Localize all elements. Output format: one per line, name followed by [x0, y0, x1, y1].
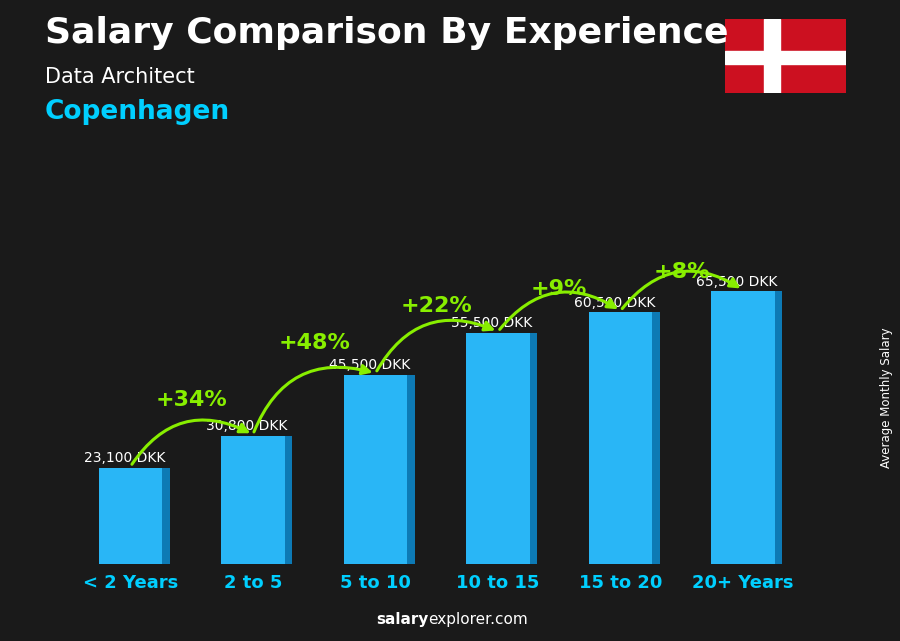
Text: +9%: +9%	[531, 279, 588, 299]
FancyBboxPatch shape	[162, 468, 169, 564]
FancyBboxPatch shape	[284, 436, 292, 564]
FancyBboxPatch shape	[652, 312, 660, 564]
Text: 55,500 DKK: 55,500 DKK	[451, 317, 533, 330]
Text: Salary Comparison By Experience: Salary Comparison By Experience	[45, 16, 728, 50]
FancyBboxPatch shape	[721, 17, 850, 96]
Text: 65,500 DKK: 65,500 DKK	[697, 275, 778, 288]
Bar	[466, 333, 530, 564]
Bar	[589, 312, 652, 564]
Text: 45,500 DKK: 45,500 DKK	[328, 358, 410, 372]
Text: salary: salary	[376, 612, 428, 627]
Text: Copenhagen: Copenhagen	[45, 99, 230, 126]
Text: 23,100 DKK: 23,100 DKK	[84, 451, 165, 465]
Bar	[221, 436, 284, 564]
FancyBboxPatch shape	[408, 374, 415, 564]
Bar	[98, 468, 162, 564]
FancyBboxPatch shape	[775, 291, 782, 564]
Text: Data Architect: Data Architect	[45, 67, 194, 87]
Text: explorer.com: explorer.com	[428, 612, 528, 627]
Text: +22%: +22%	[400, 296, 472, 316]
Text: +8%: +8%	[653, 262, 710, 283]
Bar	[724, 51, 846, 64]
Bar	[711, 291, 775, 564]
Text: 30,800 DKK: 30,800 DKK	[206, 419, 287, 433]
Text: +48%: +48%	[278, 333, 350, 353]
Bar	[764, 19, 780, 93]
Bar	[344, 374, 408, 564]
Text: 60,500 DKK: 60,500 DKK	[573, 296, 655, 310]
FancyBboxPatch shape	[530, 333, 537, 564]
Text: +34%: +34%	[156, 390, 228, 410]
Text: Average Monthly Salary: Average Monthly Salary	[880, 327, 893, 468]
